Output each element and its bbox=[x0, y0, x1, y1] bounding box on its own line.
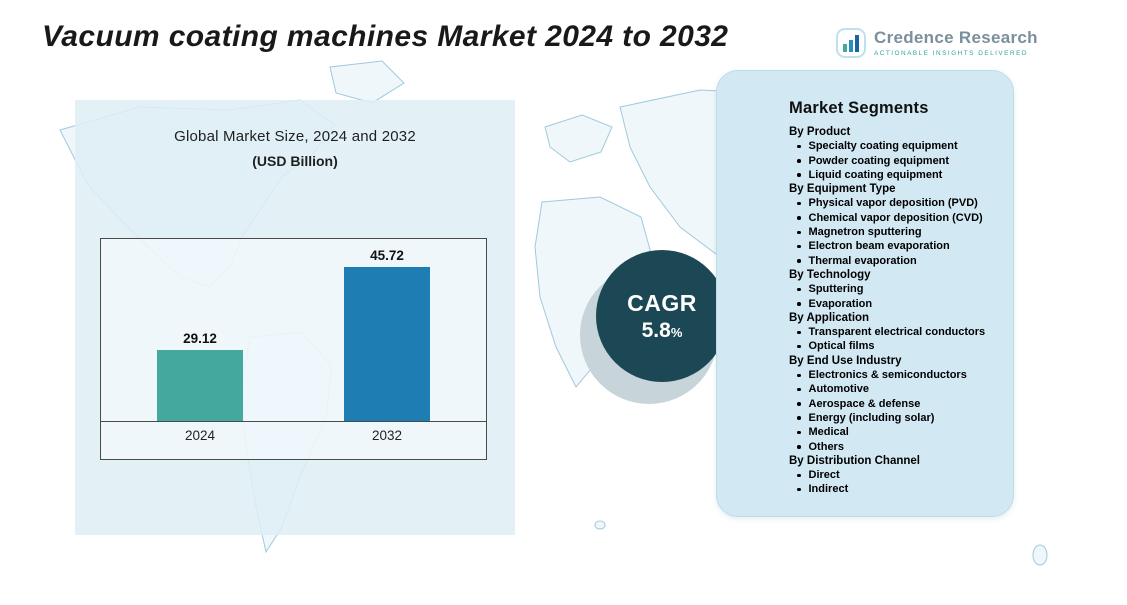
bullet-icon bbox=[797, 287, 801, 292]
segment-item-label: Optical films bbox=[808, 340, 875, 353]
cagr-value-number: 5.8 bbox=[641, 318, 671, 342]
segment-groups: By Product Specialty coating equipment Pow… bbox=[789, 125, 1003, 497]
segment-item: Evaporation bbox=[789, 297, 1003, 311]
segment-item: Aerospace & defense bbox=[789, 397, 1003, 411]
bar-value-label: 45.72 bbox=[370, 248, 404, 263]
bullet-icon bbox=[797, 230, 801, 235]
segment-item: Electronics & semiconductors bbox=[789, 368, 1003, 382]
bar-category-label: 2024 bbox=[184, 428, 216, 443]
segment-item-label: Direct bbox=[808, 469, 840, 482]
bar-column: 29.12 bbox=[157, 331, 243, 421]
cagr-label: CAGR bbox=[627, 289, 697, 316]
segment-item: Powder coating equipment bbox=[789, 154, 1003, 168]
logo-text: Credence Research Actionable Insights De… bbox=[874, 28, 1038, 57]
chart-subtitle: (USD Billion) bbox=[252, 153, 338, 169]
bullet-icon bbox=[797, 430, 801, 435]
segment-item-label: Aerospace & defense bbox=[808, 397, 921, 410]
segment-item: Medical bbox=[789, 425, 1003, 439]
segment-item: Automotive bbox=[789, 382, 1003, 396]
bullet-icon bbox=[797, 330, 801, 335]
bar-value-label: 29.12 bbox=[183, 331, 217, 346]
bar bbox=[344, 267, 430, 421]
market-size-panel bbox=[75, 100, 515, 535]
bullet-icon bbox=[797, 487, 801, 492]
logo-tagline: Actionable Insights Delivered bbox=[874, 50, 1028, 57]
segment-item: Indirect bbox=[789, 482, 1003, 496]
page-title: Vacuum coating machines Market 2024 to 2… bbox=[42, 20, 729, 53]
segment-item-label: Specialty coating equipment bbox=[808, 140, 958, 153]
segment-item-label: Evaporation bbox=[808, 297, 873, 310]
segment-item: Electron beam evaporation bbox=[789, 239, 1003, 253]
bullet-icon bbox=[797, 373, 801, 378]
bar-chart: 29.12 45.72 2024 2032 bbox=[100, 238, 487, 460]
bullet-icon bbox=[797, 259, 801, 263]
bullet-icon bbox=[797, 159, 801, 163]
segment-item-label: Electron beam evaporation bbox=[808, 240, 950, 253]
segment-item-label: Sputtering bbox=[808, 283, 864, 296]
bullet-icon bbox=[797, 344, 801, 349]
cagr-percent-sign: % bbox=[670, 324, 683, 340]
segment-item: Transparent electrical conductors bbox=[789, 325, 1003, 339]
bullet-icon bbox=[797, 173, 801, 177]
segment-item: Magnetron sputtering bbox=[789, 225, 1003, 239]
bullet-icon bbox=[797, 201, 801, 206]
bullet-icon bbox=[797, 244, 801, 249]
segment-group-heading: By Product bbox=[789, 126, 851, 138]
bullet-icon bbox=[797, 402, 801, 406]
segment-item-label: Magnetron sputtering bbox=[808, 226, 922, 239]
x-labels: 2024 2032 bbox=[101, 422, 486, 443]
logo-icon bbox=[836, 28, 866, 58]
bar-category-label: 2032 bbox=[371, 428, 403, 443]
segment-item-label: Powder coating equipment bbox=[808, 154, 950, 167]
bullet-icon bbox=[797, 144, 801, 149]
bar-column: 45.72 bbox=[344, 248, 430, 421]
segment-item-label: Energy (including solar) bbox=[808, 411, 935, 424]
bar bbox=[157, 350, 243, 421]
segment-item-label: Thermal evaporation bbox=[808, 254, 917, 267]
bullet-icon bbox=[797, 445, 801, 449]
segment-group-heading: By Technology bbox=[789, 268, 871, 281]
segment-item: Physical vapor deposition (PVD) bbox=[789, 196, 1003, 210]
segment-item: Liquid coating equipment bbox=[789, 168, 1003, 182]
segment-item-label: Others bbox=[808, 440, 844, 453]
segment-item-label: Medical bbox=[808, 426, 849, 439]
segment-item: Direct bbox=[789, 468, 1003, 482]
cagr-value: 5.8% bbox=[642, 319, 683, 343]
segment-group-heading: By End Use Industry bbox=[789, 354, 902, 367]
cagr-badge: CAGR 5.8% bbox=[580, 250, 738, 404]
segment-item: Thermal evaporation bbox=[789, 254, 1003, 268]
segment-item-label: Electronics & semiconductors bbox=[808, 369, 967, 382]
bullet-icon bbox=[797, 216, 801, 220]
bullet-icon bbox=[797, 387, 801, 392]
segment-group-heading: By Application bbox=[789, 311, 870, 324]
segment-item-label: Automotive bbox=[808, 383, 870, 396]
segment-item: Specialty coating equipment bbox=[789, 139, 1003, 153]
segment-item-label: Physical vapor deposition (PVD) bbox=[808, 197, 978, 210]
segment-item: Sputtering bbox=[789, 282, 1003, 296]
segment-item: Optical films bbox=[789, 339, 1003, 353]
segment-item: Chemical vapor deposition (CVD) bbox=[789, 211, 1003, 225]
segment-item: Energy (including solar) bbox=[789, 411, 1003, 425]
segment-item-label: Liquid coating equipment bbox=[808, 168, 943, 181]
segment-group-heading: By Equipment Type bbox=[789, 183, 896, 196]
cagr-circle: CAGR 5.8% bbox=[596, 250, 728, 382]
segment-group-heading: By Distribution Channel bbox=[789, 454, 920, 467]
logo: Credence Research Actionable Insights De… bbox=[836, 28, 1038, 58]
chart-title-block: Global Market Size, 2024 and 2032 (USD B… bbox=[100, 128, 490, 169]
bullet-icon bbox=[797, 302, 801, 306]
segment-item: Others bbox=[789, 440, 1003, 454]
bar-plot: 29.12 45.72 bbox=[101, 239, 486, 422]
segments-title: Market Segments bbox=[789, 99, 929, 117]
segments-panel: Market Segments By Product Specialty coat… bbox=[716, 70, 1014, 517]
logo-name: Credence Research bbox=[874, 28, 1038, 47]
segment-item-label: Indirect bbox=[808, 483, 849, 496]
segment-item-label: Chemical vapor deposition (CVD) bbox=[808, 211, 983, 224]
chart-title: Global Market Size, 2024 and 2032 bbox=[174, 128, 416, 145]
bullet-icon bbox=[797, 416, 801, 420]
bullet-icon bbox=[797, 473, 801, 478]
segment-item-label: Transparent electrical conductors bbox=[808, 326, 986, 339]
